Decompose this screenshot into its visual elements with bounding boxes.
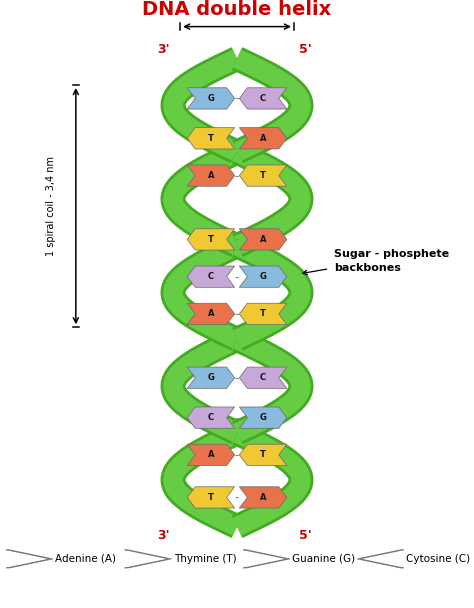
- Polygon shape: [239, 165, 287, 186]
- Polygon shape: [243, 550, 290, 568]
- Polygon shape: [187, 407, 235, 428]
- Polygon shape: [239, 303, 287, 325]
- Polygon shape: [6, 550, 53, 568]
- Text: G: G: [208, 373, 214, 382]
- Text: C: C: [260, 94, 266, 103]
- Text: G: G: [260, 413, 266, 422]
- Polygon shape: [187, 128, 235, 149]
- Text: 3': 3': [157, 43, 170, 56]
- Polygon shape: [239, 367, 287, 389]
- Polygon shape: [187, 266, 235, 288]
- Text: T: T: [260, 451, 266, 460]
- Text: Cytosine (C): Cytosine (C): [406, 554, 470, 564]
- Text: T: T: [208, 235, 214, 244]
- Text: 3': 3': [157, 530, 170, 542]
- Text: 5': 5': [300, 43, 312, 56]
- Text: A: A: [208, 309, 214, 319]
- Polygon shape: [239, 266, 287, 288]
- Polygon shape: [187, 444, 235, 466]
- Text: A: A: [208, 171, 214, 180]
- Text: G: G: [260, 272, 266, 281]
- Text: T: T: [260, 171, 266, 180]
- Polygon shape: [239, 487, 287, 508]
- Text: ID 104154021  © Vitalii Zhurakovskyi: ID 104154021 © Vitalii Zhurakovskyi: [320, 589, 465, 597]
- Polygon shape: [357, 550, 404, 568]
- Polygon shape: [239, 229, 287, 250]
- Polygon shape: [187, 229, 235, 250]
- Polygon shape: [187, 88, 235, 109]
- Text: C: C: [208, 272, 214, 281]
- Polygon shape: [239, 407, 287, 428]
- Text: A: A: [208, 451, 214, 460]
- Text: A: A: [260, 134, 266, 143]
- Polygon shape: [125, 550, 172, 568]
- Text: G: G: [208, 94, 214, 103]
- Text: DNA double helix: DNA double helix: [142, 0, 332, 19]
- Polygon shape: [187, 367, 235, 389]
- Text: T: T: [208, 493, 214, 502]
- Polygon shape: [187, 487, 235, 508]
- Text: 5': 5': [300, 530, 312, 542]
- Text: dreamstime.com: dreamstime.com: [9, 588, 92, 598]
- Text: A: A: [260, 235, 266, 244]
- Polygon shape: [239, 444, 287, 466]
- Text: Guanine (G): Guanine (G): [292, 554, 356, 564]
- Text: T: T: [208, 134, 214, 143]
- Text: A: A: [260, 493, 266, 502]
- Text: 1 spiral coil - 3,4 nm: 1 spiral coil - 3,4 nm: [46, 156, 56, 256]
- Polygon shape: [239, 88, 287, 109]
- Text: Adenine (A): Adenine (A): [55, 554, 117, 564]
- Text: Sugar - phosphete
backbones: Sugar - phosphete backbones: [334, 249, 449, 272]
- Text: C: C: [260, 373, 266, 382]
- Polygon shape: [187, 303, 235, 325]
- Polygon shape: [239, 128, 287, 149]
- Polygon shape: [187, 165, 235, 186]
- Text: Thymine (T): Thymine (T): [174, 554, 237, 564]
- Text: T: T: [260, 309, 266, 319]
- Text: C: C: [208, 413, 214, 422]
